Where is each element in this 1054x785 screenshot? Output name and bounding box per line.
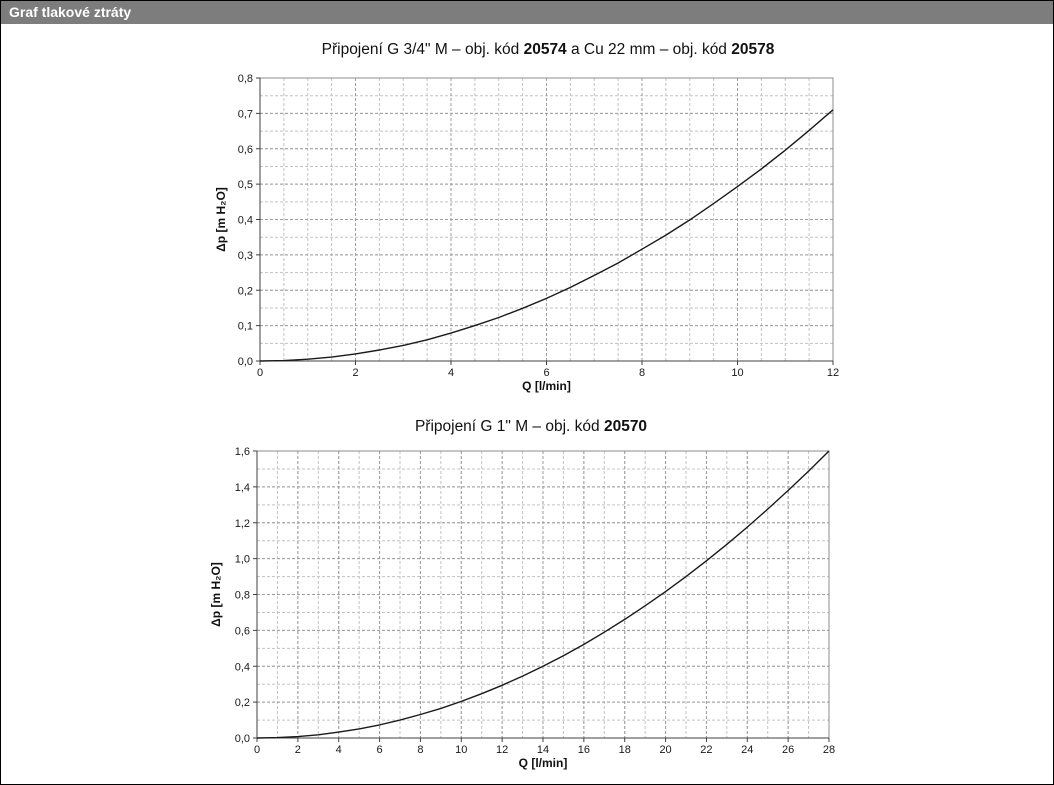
page-header: Graf tlakové ztráty: [1, 1, 1053, 24]
svg-text:0,5: 0,5: [238, 179, 253, 191]
y-axis-title: Δp [m H₂O]: [214, 187, 228, 252]
svg-text:8: 8: [639, 367, 645, 379]
svg-text:0,0: 0,0: [235, 733, 250, 745]
svg-text:0,0: 0,0: [238, 356, 253, 368]
svg-text:0,4: 0,4: [238, 215, 253, 227]
major-gridlines: [260, 77, 834, 361]
svg-text:16: 16: [578, 744, 590, 756]
svg-text:10: 10: [455, 744, 467, 756]
svg-text:18: 18: [619, 744, 631, 756]
svg-text:10: 10: [731, 367, 743, 379]
svg-text:12: 12: [496, 744, 508, 756]
tick-marks: [253, 450, 830, 742]
svg-text:12: 12: [827, 367, 839, 379]
svg-text:2: 2: [295, 744, 301, 756]
y-tick-labels: 0,0 0,1 0,2 0,3 0,4 0,5 0,6 0,7 0,8: [238, 73, 253, 368]
svg-text:0,8: 0,8: [238, 73, 253, 85]
svg-text:0,2: 0,2: [238, 285, 253, 297]
chart-title-part: a Cu 22 mm – obj. kód: [566, 41, 732, 58]
svg-text:0: 0: [254, 744, 260, 756]
x-axis-title: Q [l/min]: [522, 379, 571, 393]
svg-text:0,6: 0,6: [238, 144, 253, 156]
svg-text:0: 0: [257, 367, 263, 379]
svg-text:24: 24: [741, 744, 753, 756]
svg-text:0,1: 0,1: [238, 321, 253, 333]
y-axis-title: Δp [m H₂O]: [209, 562, 223, 627]
major-gridlines: [257, 450, 830, 738]
chart-title-part: Připojení G 3/4" M – obj. kód: [321, 41, 524, 58]
chart-title-part: 20578: [731, 41, 775, 58]
pressure-loss-curve: [259, 109, 834, 362]
svg-text:1,0: 1,0: [235, 554, 250, 566]
svg-text:1,6: 1,6: [235, 446, 250, 458]
page-title: Graf tlakové ztráty: [9, 4, 132, 20]
svg-text:6: 6: [377, 744, 383, 756]
svg-text:0,4: 0,4: [235, 661, 250, 673]
svg-text:1,4: 1,4: [235, 482, 250, 494]
svg-text:20: 20: [659, 744, 671, 756]
chart-title-part: 20570: [603, 418, 648, 435]
chart-2-plot: 0 2 4 6 8 10 12 14 16 18 20 22 24 26 280,00,20,40,60,8…: [209, 446, 835, 770]
svg-text:4: 4: [336, 744, 342, 756]
svg-text:6: 6: [543, 367, 549, 379]
x-axis-title: Q [l/min]: [519, 756, 568, 770]
svg-text:28: 28: [823, 744, 835, 756]
chart-2-title: Připojení G 1" M – obj. kód 20570: [206, 418, 856, 436]
y-tick-labels: 0,0 0,2 0,4 0,6 0,8 1,0 1,2 1,4 1,6: [235, 446, 250, 745]
svg-text:14: 14: [537, 744, 549, 756]
svg-text:0,7: 0,7: [238, 108, 253, 120]
svg-text:0,2: 0,2: [235, 697, 250, 709]
svg-text:4: 4: [448, 367, 454, 379]
x-tick-labels: 0 2 4 6 8 10 12 14 16 18 20 22 24 26 28: [254, 744, 835, 756]
svg-text:22: 22: [700, 744, 712, 756]
svg-text:0,8: 0,8: [235, 590, 250, 602]
svg-text:8: 8: [417, 744, 423, 756]
pressure-loss-curve: [256, 450, 830, 739]
svg-text:0,3: 0,3: [238, 250, 253, 262]
chart-title-part: 20574: [523, 41, 567, 58]
chart-1-title: Připojení G 3/4" M – obj. kód 20574 a Cu…: [223, 41, 873, 59]
svg-text:0,6: 0,6: [235, 625, 250, 637]
svg-text:26: 26: [782, 744, 794, 756]
x-tick-labels: 0 2 4 6 8 10 12: [257, 367, 839, 379]
svg-text:1,2: 1,2: [235, 518, 250, 530]
chart-title-part: Připojení G 1" M – obj. kód: [414, 418, 604, 435]
svg-text:2: 2: [352, 367, 358, 379]
chart-1-plot: 0 2 4 6 8 10 12 0,0 0,1 0,2 0,3 0,4 0,5 0,6 0,7 0,8 Q [l…: [214, 73, 839, 393]
tick-marks: [256, 77, 834, 365]
